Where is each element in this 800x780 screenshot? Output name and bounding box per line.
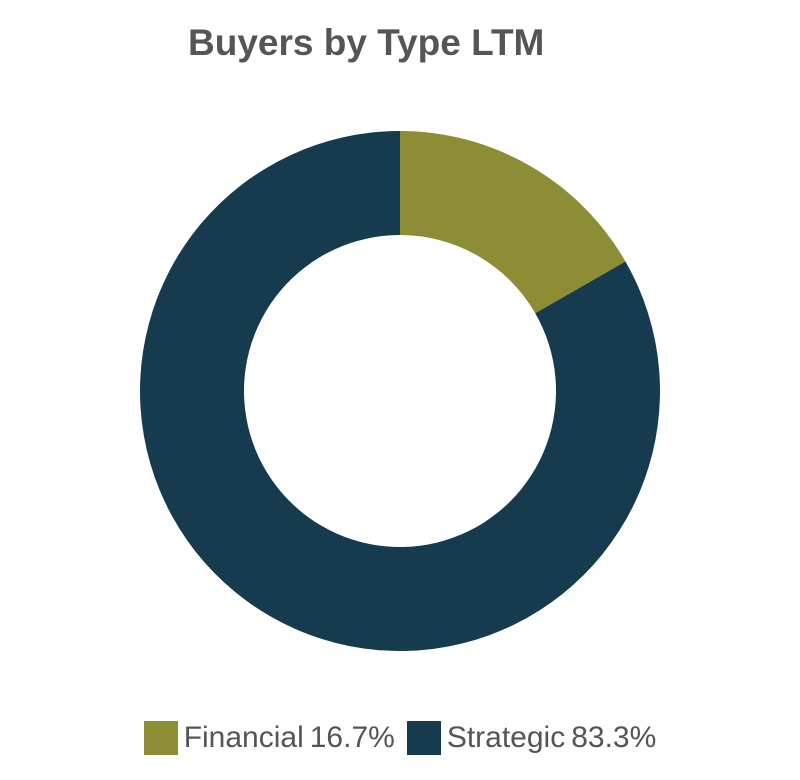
donut-chart bbox=[139, 131, 660, 651]
legend-label-financial: Financial bbox=[183, 721, 304, 754]
legend-item-strategic: Strategic 83.3% bbox=[406, 721, 657, 755]
legend-swatch-financial bbox=[143, 721, 178, 755]
legend-item-financial: Financial 16.7% bbox=[143, 721, 395, 755]
donut-slice-strategic bbox=[139, 131, 660, 651]
legend-value-financial: 16.7% bbox=[309, 721, 395, 754]
donut-slices bbox=[139, 131, 660, 651]
legend-label-strategic: Strategic bbox=[446, 721, 566, 754]
donut-slice-financial bbox=[400, 131, 626, 314]
legend-swatch-strategic bbox=[406, 721, 441, 755]
chart-title: Buyers by Type LTM bbox=[188, 22, 545, 63]
chart-legend: Financial 16.7% Strategic 83.3% bbox=[0, 716, 800, 760]
legend-value-strategic: 83.3% bbox=[571, 721, 657, 754]
